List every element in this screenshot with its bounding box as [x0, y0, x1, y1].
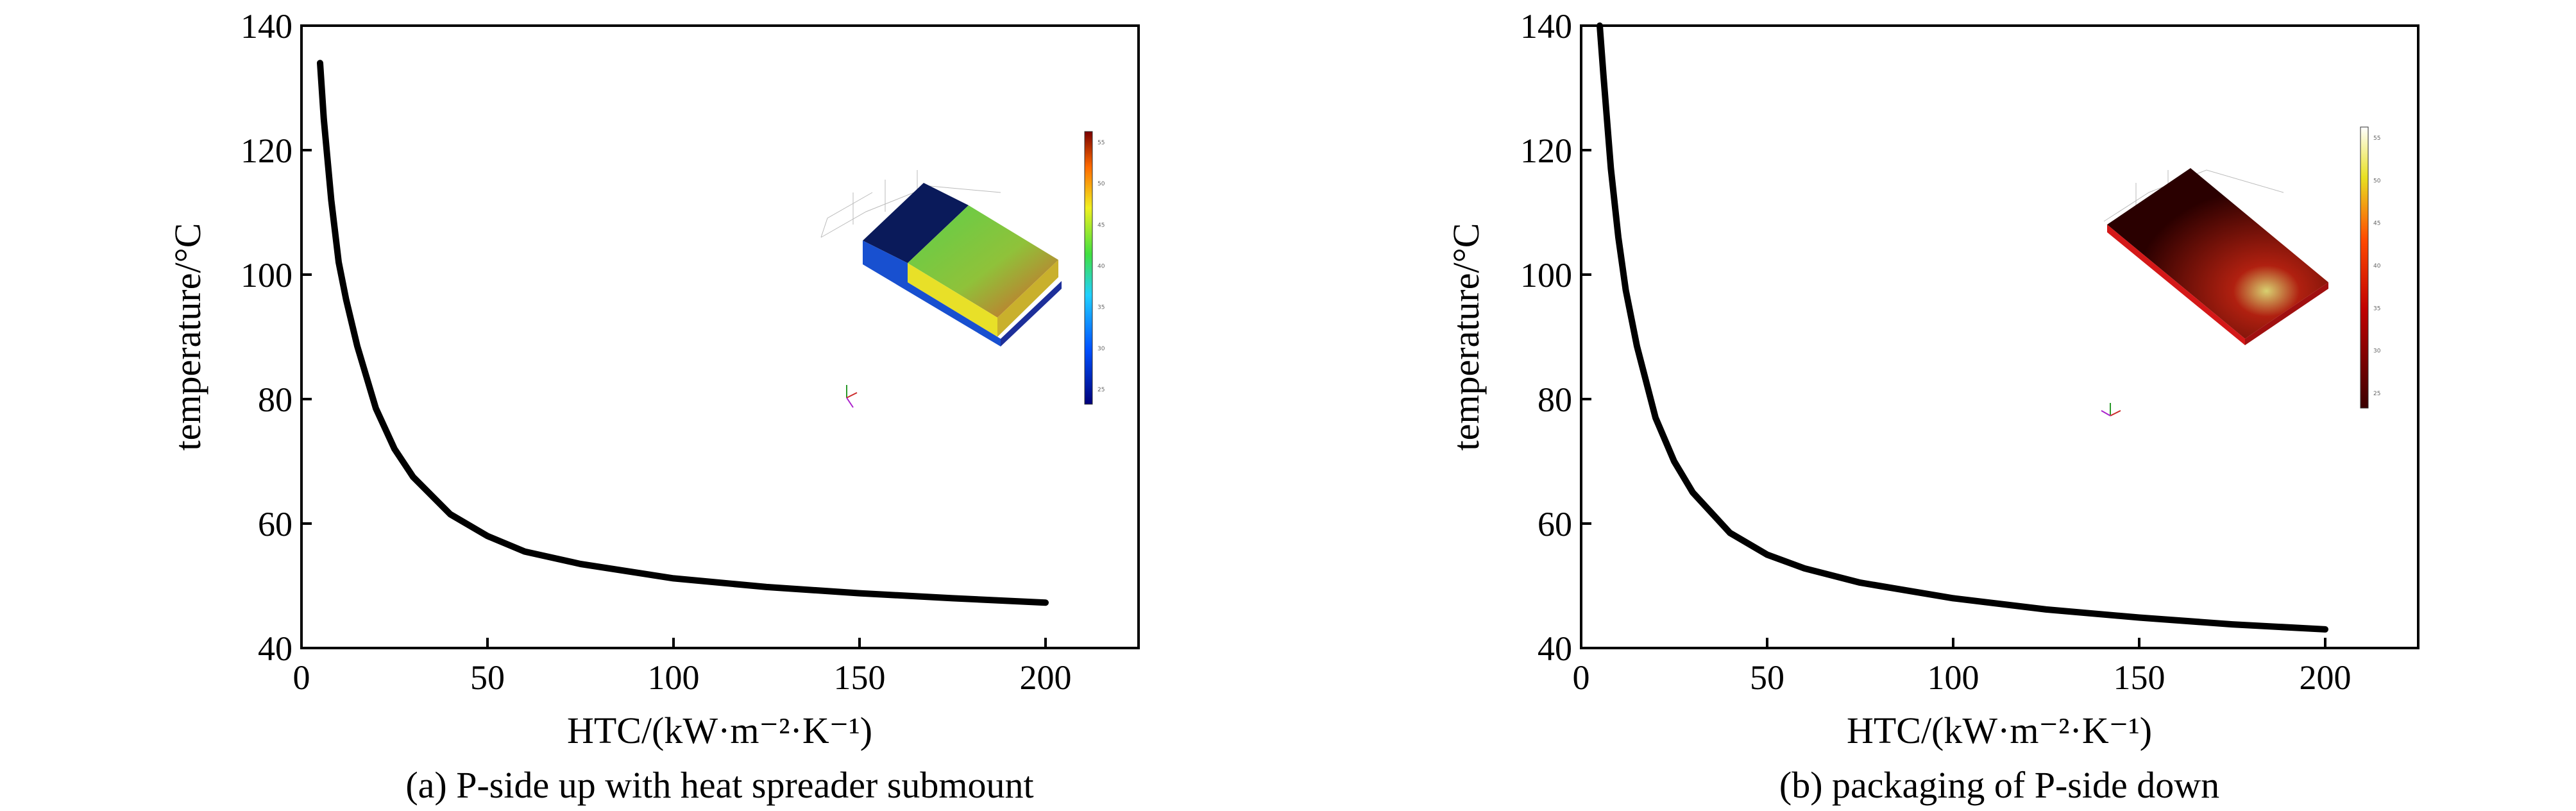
colorbar-tick-label: 35 [2373, 305, 2380, 312]
inset-colorbar-labels: 55 50 45 40 35 30 25 [1097, 140, 1105, 393]
inset-dark-block [863, 183, 969, 263]
inset-triad-icon [2101, 403, 2121, 416]
inset-colorbar [1084, 131, 1093, 405]
inset-base-side [1001, 281, 1062, 346]
x-tick-label: 150 [2114, 658, 2165, 697]
inset-chip-side [997, 260, 1058, 337]
tick-labels: 0 50 100 150 200 40 60 80 100 120 140 [1520, 7, 2351, 697]
thermal-simulation-inset: 55 50 45 40 35 30 25 [2101, 126, 2381, 416]
y-tick-label: 60 [1538, 505, 1572, 543]
y-tick-label: 140 [1520, 7, 1572, 46]
colorbar-tick-label: 50 [2373, 178, 2381, 184]
y-axis-label: temperature/°C [167, 223, 208, 451]
colorbar-tick-label: 50 [1097, 181, 1105, 187]
y-tick-label: 80 [1538, 380, 1572, 419]
colorbar-tick-label: 55 [1097, 140, 1105, 146]
inset-colorbar [2360, 126, 2369, 409]
colorbar-tick-label: 25 [2373, 391, 2380, 397]
x-tick-label: 50 [1750, 658, 1784, 697]
inset-chip-top [2107, 168, 2328, 339]
y-tick-label: 140 [241, 7, 292, 46]
colorbar-tick-label: 45 [1097, 222, 1105, 228]
chart-panel-b: 0 50 100 150 200 40 60 80 100 120 140 HTC/(kW·m⁻²·… [1445, 7, 2419, 806]
x-tick-label: 150 [834, 658, 886, 697]
panel-caption: (b) packaging of P-side down [1779, 764, 2219, 806]
colorbar-tick-label: 55 [2373, 135, 2380, 142]
y-tick-label: 100 [1520, 256, 1572, 295]
colorbar-tick-label: 35 [1097, 305, 1105, 311]
inset-chip-top [908, 205, 1058, 318]
colorbar-tick-label: 30 [1097, 346, 1105, 352]
x-axis-label: HTC/(kW·m⁻²·K⁻¹) [567, 710, 872, 751]
x-tick-label: 0 [1573, 658, 1590, 697]
colorbar-tick-label: 25 [1097, 387, 1105, 393]
panel-caption: (a) P-side up with heat spreader submoun… [405, 764, 1033, 806]
inset-base-edge [863, 241, 1001, 346]
y-tick-label: 120 [1520, 132, 1572, 170]
y-tick-label: 60 [258, 505, 292, 543]
colorbar-tick-label: 40 [2373, 263, 2381, 269]
inset-chip-side [2245, 282, 2328, 345]
y-tick-label: 100 [241, 256, 292, 295]
thermal-simulation-inset: 55 50 45 40 35 30 25 [820, 131, 1105, 408]
colorbar-tick-label: 40 [1097, 264, 1105, 270]
inset-chip-front [2107, 225, 2245, 345]
series-line [1597, 22, 2328, 633]
plot-area-frame [1580, 24, 2419, 649]
x-tick-label: 100 [1928, 658, 1979, 697]
x-tick-label: 200 [1020, 658, 1072, 697]
chart-panel-a: 0 50 100 150 200 40 60 80 100 120 140 HTC/(kW·m⁻²·… [167, 7, 1140, 806]
x-axis-label: HTC/(kW·m⁻²·K⁻¹) [1847, 710, 2152, 751]
y-tick-label: 40 [258, 629, 292, 668]
x-tick-label: 50 [470, 658, 505, 697]
axis-ticks [300, 24, 1047, 649]
inset-chip-front [908, 263, 997, 337]
x-tick-label: 0 [293, 658, 310, 697]
y-tick-label: 40 [1538, 629, 1572, 668]
axis-ticks [1580, 24, 2326, 649]
colorbar-tick-label: 45 [2373, 221, 2380, 227]
inset-colorbar-labels: 55 50 45 40 35 30 25 [2373, 135, 2381, 397]
y-axis-label: temperature/°C [1445, 223, 1487, 451]
y-tick-label: 120 [241, 132, 292, 170]
inset-triad-icon [846, 385, 858, 408]
series-line [317, 60, 1049, 606]
colorbar-tick-label: 30 [2373, 348, 2381, 355]
y-tick-label: 80 [258, 380, 292, 419]
x-tick-label: 100 [648, 658, 700, 697]
inset-axes-grid [820, 170, 1001, 238]
plot-area-frame [300, 24, 1140, 649]
tick-labels: 0 50 100 150 200 40 60 80 100 120 140 [241, 7, 1072, 697]
x-tick-label: 200 [2300, 658, 2351, 697]
